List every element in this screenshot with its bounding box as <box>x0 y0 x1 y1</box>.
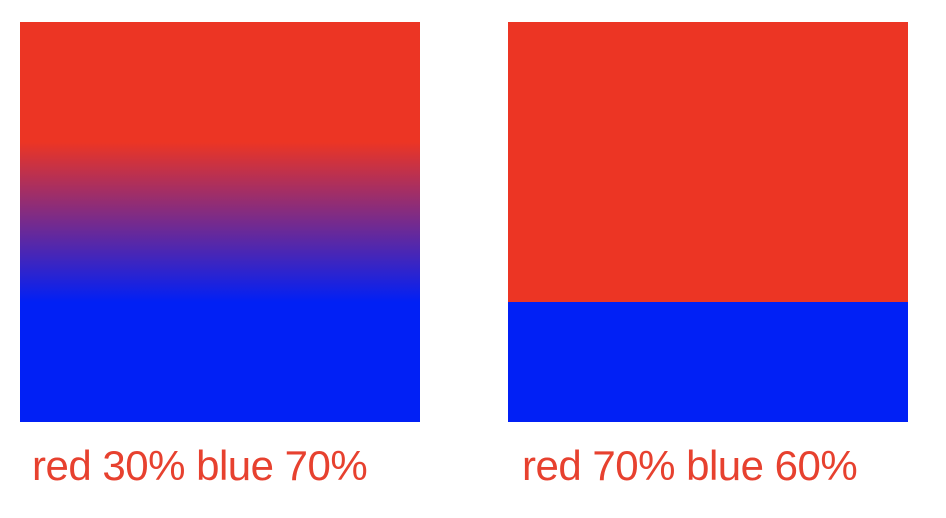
gradient-caption: red 30% blue 70% <box>32 442 368 489</box>
gradient-example-left <box>20 22 420 422</box>
gradient-swatch <box>20 22 420 422</box>
gradient-swatch <box>508 22 908 422</box>
gradient-caption: red 70% blue 60% <box>522 442 858 489</box>
gradient-example-right <box>508 22 908 422</box>
